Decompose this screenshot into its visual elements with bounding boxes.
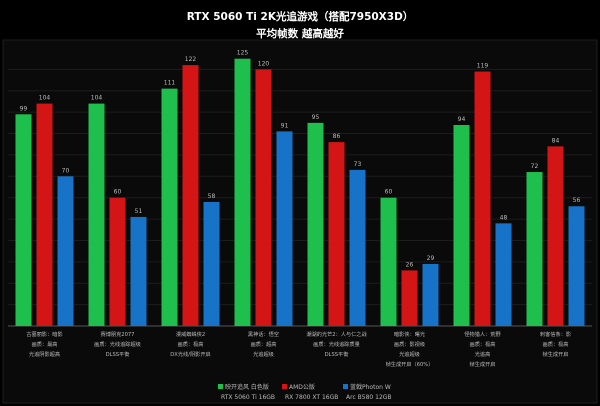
x-tick-label: 古墓丽影：暗影 (26, 330, 62, 338)
data-label: 91 (281, 122, 289, 129)
data-label: 60 (385, 189, 393, 196)
x-tick-label: 黑神话：悟空 (248, 330, 279, 338)
x-tick-label: 画质：光线追踪质量 (313, 340, 360, 348)
x-tick-label: 赛博朋克2077 (101, 330, 135, 338)
data-label: 48 (500, 214, 508, 221)
data-label: 73 (354, 161, 362, 168)
x-tick-label: 画质：影视级 (394, 340, 425, 348)
legend-sublabel: Arc B580 12GB (346, 394, 392, 401)
x-tick-label: 暗影侠：曙光 (394, 330, 425, 338)
x-tick-label: DLSS平衡 (325, 350, 349, 358)
bar (57, 176, 74, 326)
bar (109, 197, 126, 326)
bar (234, 58, 251, 326)
x-tick-label: 画质：极高 (470, 340, 496, 348)
data-label: 60 (114, 189, 122, 196)
x-tick-label: 画质：极高 (543, 340, 569, 348)
x-tick-label: 刺客信条：影 (540, 330, 571, 338)
data-label: 84 (552, 137, 560, 144)
x-tick-label: 光追超级 (253, 350, 274, 358)
bar (203, 201, 220, 326)
bar (36, 103, 53, 326)
legend-label: AMD公版 (289, 383, 315, 391)
bar (422, 263, 439, 326)
chart-title: RTX 5060 Ti 2K光追游戏（搭配7950X3D） (186, 11, 414, 23)
data-label: 122 (185, 56, 197, 63)
x-tick-label: 漫威蜘蛛侠2 (176, 330, 205, 338)
data-label: 26 (406, 261, 414, 268)
x-tick-label: 潮湖的光芒2：人与仁之战 (306, 330, 367, 338)
data-label: 95 (312, 114, 320, 121)
bar (526, 172, 543, 326)
x-tick-label: 画质：光线追踪超级 (94, 340, 141, 348)
data-label: 99 (20, 105, 28, 112)
x-tick-label: 帧生成开启 (470, 360, 496, 368)
x-tick-label: DLSS平衡 (106, 350, 130, 358)
bar (161, 88, 178, 326)
bar (182, 65, 199, 326)
data-label: 125 (237, 50, 249, 57)
legend-label: 映开追风 白色版 (225, 383, 269, 391)
data-label: 70 (62, 167, 70, 174)
x-tick-label: DX光线/阴影开启 (170, 350, 210, 358)
legend-swatch (343, 384, 348, 389)
bar (349, 169, 366, 326)
bar (88, 103, 105, 326)
bar (401, 270, 418, 326)
data-label: 51 (135, 208, 143, 215)
x-tick-label: 画质：最高 (32, 340, 58, 348)
bar (255, 69, 272, 326)
bar (547, 146, 564, 326)
x-tick-label: 帧生成开启（60%） (386, 360, 434, 368)
data-label: 86 (333, 133, 341, 140)
chart-subtitle: 平均帧数 越高越好 (256, 28, 344, 40)
data-label: 29 (427, 255, 435, 262)
data-label: 58 (208, 193, 216, 200)
legend-label: 蓝戟Photon W (350, 383, 391, 391)
legend-swatch (282, 384, 287, 389)
bar (328, 142, 345, 326)
data-label: 120 (258, 60, 270, 67)
x-tick-label: 画质：超高 (251, 340, 277, 348)
bar (380, 197, 397, 326)
x-tick-label: 光追阴影超高 (29, 350, 60, 358)
bar (276, 131, 293, 326)
data-label: 119 (477, 63, 489, 70)
x-tick-label: 光追高 (475, 350, 491, 358)
bar (15, 114, 32, 327)
bar (453, 124, 470, 326)
bar (130, 216, 147, 326)
bar (495, 223, 512, 326)
x-tick-label: 怪物猎人：荒野 (464, 330, 501, 338)
bar (568, 206, 585, 326)
data-label: 111 (164, 80, 176, 87)
data-label: 56 (573, 197, 581, 204)
legend-swatch (218, 384, 223, 389)
data-label: 94 (458, 116, 466, 123)
x-tick-label: 画质：极高 (178, 340, 204, 348)
data-label: 104 (39, 95, 51, 102)
legend-sublabel: RTX 5060 Ti 16GB (221, 394, 275, 401)
bar (307, 122, 324, 326)
legend-sublabel: RX 7800 XT 16GB (285, 394, 338, 401)
data-label: 72 (531, 163, 539, 170)
x-tick-label: 光追超级 (399, 350, 420, 358)
data-label: 104 (91, 95, 103, 102)
bar (474, 71, 491, 327)
x-tick-label: 帧生成开启 (543, 350, 569, 358)
